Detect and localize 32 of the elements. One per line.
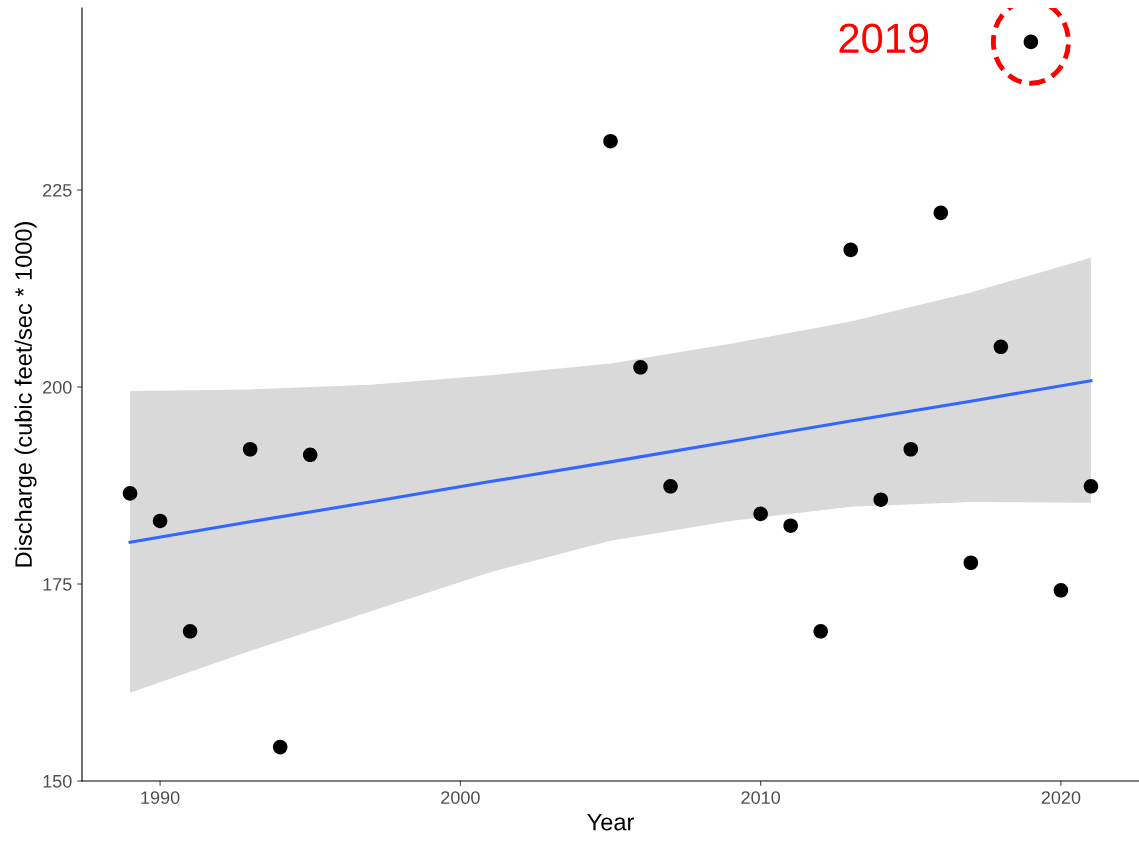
point	[783, 518, 798, 533]
point	[993, 339, 1009, 355]
point	[903, 441, 919, 457]
y-tick-label: 200	[43, 380, 72, 394]
x-tick-label: 2020	[1041, 791, 1081, 804]
point	[122, 486, 138, 501]
point	[603, 133, 618, 149]
y-axis-title: Discharge (cubic feet/sec * 1000)	[14, 222, 37, 567]
point	[843, 242, 859, 258]
y-tick-label: 150	[43, 774, 72, 788]
y-tick-label: 225	[43, 183, 72, 197]
point	[813, 624, 828, 639]
annotation: 2019	[839, 23, 929, 54]
x-axis-title: Year	[587, 813, 634, 831]
point	[873, 492, 889, 507]
point	[663, 479, 678, 494]
point	[152, 513, 168, 529]
point	[182, 624, 198, 639]
line-series	[128, 379, 1093, 544]
x-tick-label: 2010	[741, 791, 781, 804]
point	[302, 447, 318, 463]
x-tick-label: 1990	[141, 791, 180, 804]
point	[1083, 479, 1099, 494]
point	[633, 360, 648, 375]
point	[963, 555, 979, 571]
point	[753, 506, 768, 522]
y-tick-label: 175	[43, 578, 72, 591]
point	[242, 441, 258, 457]
point	[1053, 583, 1069, 598]
point	[272, 739, 288, 755]
point	[933, 205, 949, 221]
x-tick-label: 2000	[441, 791, 480, 804]
